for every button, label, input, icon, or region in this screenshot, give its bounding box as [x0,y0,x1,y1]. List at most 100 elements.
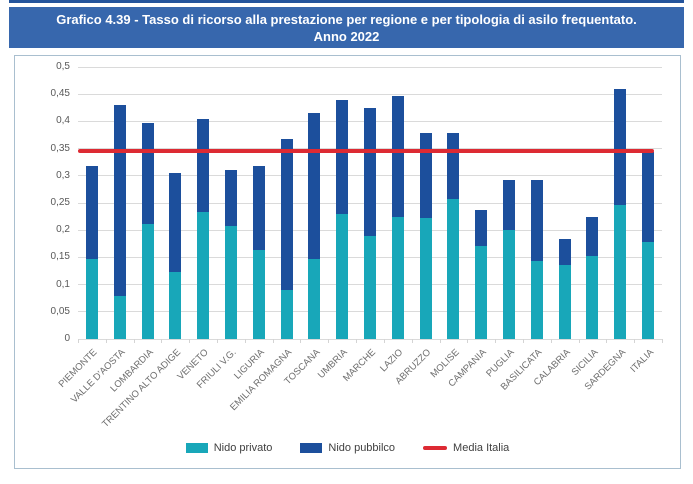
bar-piemonte [78,67,106,339]
x-axis-tick [634,339,636,343]
bar-lombardia [134,67,162,339]
y-tick-label: 0,4 [56,115,70,127]
bar-lazio [384,67,412,339]
segment-nido-privato [85,258,98,339]
segment-nido-privato [336,213,349,339]
media-italia-line-swatch [423,446,448,450]
x-axis-tick [217,339,219,343]
segment-nido-pubblico [252,166,265,250]
segment-nido-pubblico [614,88,627,206]
segment-nido-privato [280,289,293,339]
y-tick-label: 0,1 [56,278,70,290]
bar-abruzzo [412,67,440,339]
segment-nido-privato [224,225,237,339]
legend: Nido privato Nido pubbilco Media Italia [15,442,680,454]
stacked-bar [642,67,655,339]
chart-title-banner: Grafico 4.39 - Tasso di ricorso alla pre… [9,7,684,48]
x-axis-tick [272,339,274,343]
bar-valle-d-aosta [106,67,134,339]
x-axis-tick [411,339,413,343]
x-axis-tick [356,339,358,343]
bar-liguria [245,67,273,339]
y-tick-label: 0,35 [50,142,70,154]
x-axis-tick [189,339,191,343]
stacked-bar [113,67,126,339]
segment-nido-privato [447,199,460,339]
chart-title: Grafico 4.39 - Tasso di ricorso alla pre… [56,11,637,27]
bar-italia [634,67,662,339]
segment-nido-privato [419,218,432,339]
y-tick-label: 0,5 [56,61,70,72]
stacked-bar [224,67,237,339]
chart-subtitle-year: Anno 2022 [313,28,380,44]
x-axis-tick [328,339,330,343]
segment-nido-pubblico [141,123,154,225]
x-axis-tick [606,339,608,343]
segment-nido-pubblico [197,119,210,212]
legend-item-media-italia: Media Italia [423,442,509,454]
segment-nido-pubblico [113,104,126,297]
stacked-bar [363,67,376,339]
stacked-bar [336,67,349,339]
y-tick-label: 0,3 [56,169,70,181]
x-axis-tick [383,339,385,343]
x-axis-tick [244,339,246,343]
bar-sardegna [606,67,634,339]
stacked-bar [169,67,182,339]
segment-nido-pubblico [642,152,655,242]
segment-nido-privato [169,271,182,339]
top-accent-line [9,0,684,3]
y-axis: 0 0,05 0,1 0,15 0,2 0,25 0,3 0,35 0,4 0,45 0,5 [15,61,70,344]
stacked-bar [252,67,265,339]
legend-label-nido-pubblico: Nido pubbilco [328,442,396,454]
segment-nido-pubblico [530,179,543,262]
gridline [78,338,662,340]
segment-nido-pubblico [85,166,98,259]
stacked-bar [308,67,321,339]
segment-nido-privato [642,241,655,339]
stacked-bar [280,67,293,339]
stacked-bar [530,67,543,339]
segment-nido-privato [614,205,627,339]
stacked-bar [475,67,488,339]
stacked-bar [419,67,432,339]
segment-nido-privato [475,245,488,339]
x-axis-tick [550,339,552,343]
segment-nido-pubblico [558,238,571,266]
y-tick-label: 0,15 [50,251,70,263]
segment-nido-privato [558,265,571,339]
segment-nido-privato [503,229,516,339]
gridline [78,66,662,68]
segment-nido-pubblico [224,169,237,226]
stacked-bar [141,67,154,339]
legend-label-media-italia: Media Italia [453,442,510,454]
segment-nido-pubblico [503,180,516,230]
x-axis-tick [662,339,663,343]
nido-privato-swatch [185,443,208,453]
x-axis-tick [161,339,163,343]
legend-item-nido-privato: Nido privato [185,442,273,454]
segment-nido-pubblico [336,99,349,214]
segment-nido-pubblico [447,132,460,200]
segment-nido-privato [113,296,126,339]
x-axis-tick [133,339,135,343]
segment-nido-pubblico [391,95,404,218]
y-tick-label: 0,45 [50,88,70,100]
bar-molise [440,67,468,339]
bar-marche [356,67,384,339]
segment-nido-privato [308,259,321,339]
bar-puglia [495,67,523,339]
x-axis-tick [495,339,497,343]
bar-basilicata [523,67,551,339]
stacked-bar [447,67,460,339]
x-axis-tick [439,339,441,343]
legend-label-nido-privato: Nido privato [213,442,273,454]
stacked-bar [391,67,404,339]
segment-nido-privato [586,255,599,339]
segment-nido-pubblico [419,133,432,219]
stacked-bar [85,67,98,339]
gridline [78,93,662,95]
x-axis-tick [300,339,302,343]
segment-nido-pubblico [280,139,293,290]
y-tick-label: 0,25 [50,197,70,208]
